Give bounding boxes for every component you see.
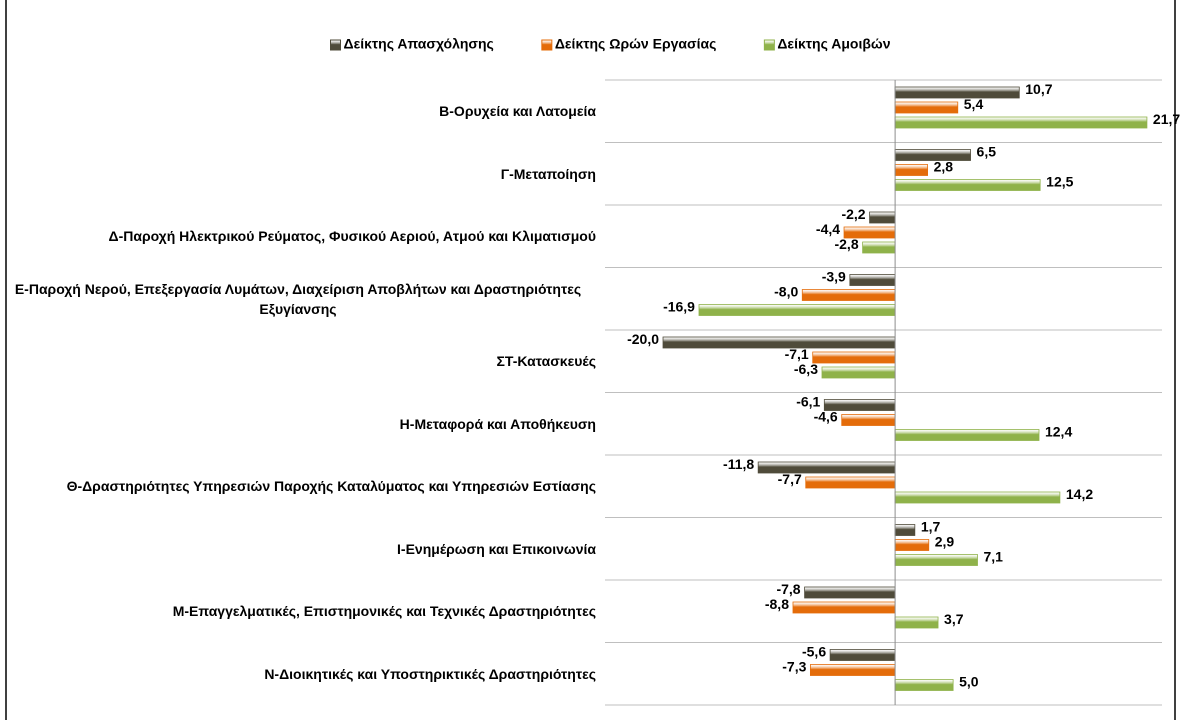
bar — [862, 241, 896, 254]
data-label: -8,0 — [774, 284, 798, 300]
data-label: -6,3 — [794, 361, 818, 377]
data-label: 2,9 — [935, 534, 955, 550]
bar — [792, 601, 896, 614]
bar — [894, 524, 916, 536]
category-label-box: Ε-Παροχή Νερού, Επεξεργασία Λυμάτων, Δια… — [0, 268, 596, 331]
category-label: Ι-Ενημέρωση και Επικοινωνία — [397, 540, 596, 557]
data-label: -2,8 — [834, 236, 858, 252]
data-label: 12,4 — [1045, 424, 1072, 440]
bar — [894, 539, 930, 551]
category-label-box: Δ-Παροχή Ηλεκτρικού Ρεύματος, Φυσικού Αε… — [0, 205, 596, 268]
data-label: 7,1 — [983, 549, 1003, 565]
legend-swatch — [330, 39, 341, 51]
category-label-box: Γ-Μεταποίηση — [0, 143, 596, 206]
data-label: 5,4 — [964, 96, 984, 112]
category-label: Η-Μεταφορά και Αποθήκευση — [399, 415, 596, 432]
bar — [894, 616, 939, 629]
data-label: 3,7 — [944, 611, 964, 627]
data-label: -2,2 — [841, 206, 865, 222]
data-label: -11,8 — [723, 456, 754, 472]
data-label: 21,7 — [1153, 111, 1180, 127]
legend-label: Δείκτης Ωρών Εργασίας — [555, 36, 717, 52]
data-label: -16,9 — [663, 299, 695, 315]
bar — [809, 664, 896, 676]
bar — [894, 679, 954, 691]
bar — [804, 586, 896, 599]
bar — [894, 554, 978, 566]
category-label: Δ-Παροχή Ηλεκτρικού Ρεύματος, Φυσικού Αε… — [108, 228, 596, 245]
category-label: Ε-Παροχή Νερού, Επεξεργασία Λυμάτων, Δια… — [14, 280, 582, 317]
bar — [894, 179, 1041, 191]
category-label-box: Η-Μεταφορά και Αποθήκευση — [0, 393, 596, 456]
data-label: 10,7 — [1025, 81, 1052, 97]
bar — [849, 274, 896, 286]
bar — [805, 476, 896, 489]
data-label: -8,8 — [765, 596, 789, 612]
category-label: Μ-Επαγγελματικές, Επιστημονικές και Τεχν… — [172, 603, 596, 620]
legend-swatch — [763, 39, 775, 51]
bar — [829, 649, 896, 661]
bar — [812, 351, 896, 364]
data-label: 1,7 — [921, 519, 941, 535]
category-label-box: Β-Ορυχεία και Λατομεία — [0, 80, 596, 143]
bar — [698, 304, 896, 316]
bar — [894, 116, 1148, 129]
bar — [894, 101, 959, 114]
bar — [869, 211, 896, 224]
bar — [821, 366, 896, 379]
category-label-box: Ι-Ενημέρωση και Επικοινωνία — [0, 518, 596, 581]
bar — [894, 429, 1040, 441]
category-label-box: ΣΤ-Κατασκευές — [0, 330, 596, 393]
category-label: Ν-Διοικητικές και Υποστηρικτικές Δραστηρ… — [264, 665, 596, 682]
data-label: 14,2 — [1066, 486, 1093, 502]
data-label: 12,5 — [1046, 174, 1073, 190]
bar — [662, 336, 896, 349]
bar — [801, 289, 896, 301]
legend-label: Δείκτης Απασχόλησης — [344, 36, 494, 52]
bar — [841, 414, 896, 426]
category-label: Γ-Μεταποίηση — [500, 165, 596, 182]
legend-label: Δείκτης Αμοιβών — [777, 36, 890, 52]
data-label: 2,8 — [934, 159, 954, 175]
data-label: -7,3 — [782, 659, 806, 675]
data-label: -3,9 — [822, 269, 846, 285]
category-label: Θ-Δραστηριότητες Υπηρεσιών Παροχής Καταλ… — [66, 478, 596, 495]
category-label-box: Μ-Επαγγελματικές, Επιστημονικές και Τεχν… — [0, 580, 596, 643]
category-label-box: Ν-Διοικητικές και Υποστηρικτικές Δραστηρ… — [0, 643, 596, 706]
data-label: -7,7 — [778, 471, 802, 487]
data-label: -7,1 — [785, 346, 809, 362]
legend-swatch — [541, 39, 553, 51]
data-label: 6,5 — [977, 144, 997, 160]
category-label: Β-Ορυχεία και Λατομεία — [439, 103, 596, 120]
bar — [894, 164, 928, 176]
data-label: 5,0 — [959, 674, 979, 690]
data-label: -5,6 — [802, 644, 826, 660]
bar — [894, 491, 1061, 504]
bar — [894, 86, 1020, 99]
data-label: -4,4 — [816, 221, 840, 237]
data-label: -20,0 — [627, 331, 659, 347]
category-label: ΣΤ-Κατασκευές — [496, 353, 596, 370]
data-label: -4,6 — [814, 409, 838, 425]
category-label-box: Θ-Δραστηριότητες Υπηρεσιών Παροχής Καταλ… — [0, 455, 596, 518]
data-label: -6,1 — [796, 394, 820, 410]
data-label: -7,8 — [776, 581, 800, 597]
